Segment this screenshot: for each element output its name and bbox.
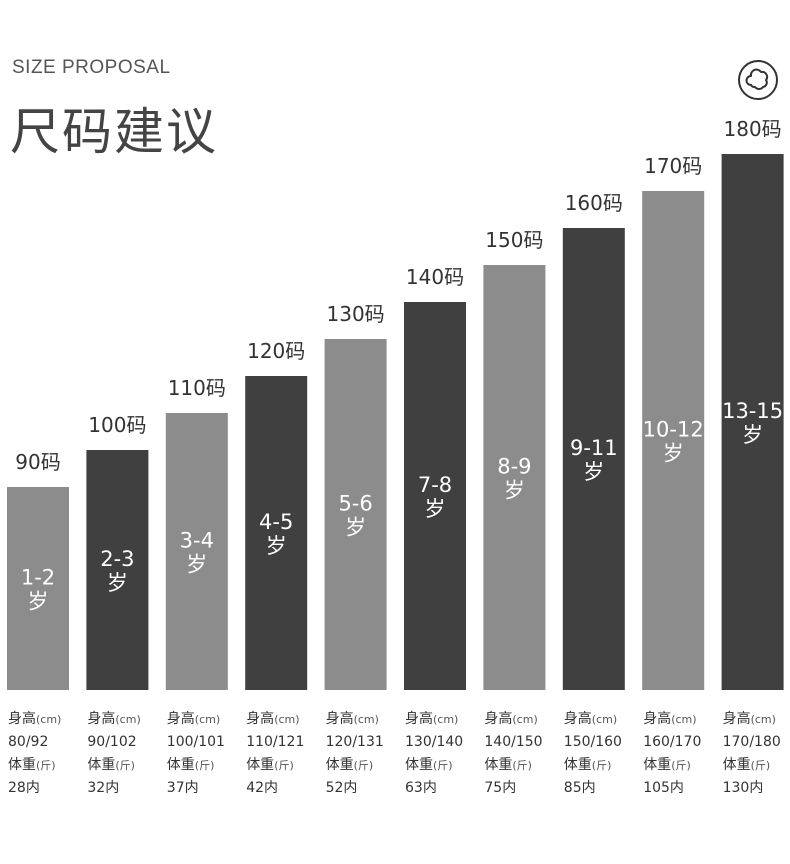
bar-150码 xyxy=(483,265,546,690)
weight-label: 体重(斤) xyxy=(405,757,453,773)
bar-110码 xyxy=(165,413,228,690)
size-label: 170码 xyxy=(644,154,702,178)
info-column: 身高(cm) 120/131 体重(斤) 52内 xyxy=(326,708,406,800)
size-label: 180码 xyxy=(724,117,782,141)
bar-180码 xyxy=(721,154,784,690)
age-range-label: 4-5 xyxy=(259,510,293,534)
weight-label: 体重(斤) xyxy=(87,757,135,773)
age-unit-label: 岁 xyxy=(266,534,287,558)
info-column: 身高(cm) 140/150 体重(斤) 75内 xyxy=(484,708,564,800)
bar-160码 xyxy=(562,228,625,690)
age-unit-label: 岁 xyxy=(742,423,763,447)
age-unit-label: 岁 xyxy=(663,442,684,466)
weight-value: 32内 xyxy=(87,780,120,796)
size-label: 130码 xyxy=(327,302,385,326)
age-range-label: 9-11 xyxy=(570,436,618,460)
size-label: 100码 xyxy=(88,413,146,437)
height-label: 身高(cm) xyxy=(166,711,221,727)
weight-value: 63内 xyxy=(405,780,437,796)
weight-label: 体重(斤) xyxy=(722,757,771,773)
weight-value: 75内 xyxy=(484,780,517,796)
page-subtitle: SIZE PROPOSAL xyxy=(12,57,171,78)
info-column: 身高(cm) 150/160 体重(斤) 85内 xyxy=(564,708,644,800)
size-label: 120码 xyxy=(247,339,305,363)
height-label: 身高(cm) xyxy=(563,711,618,727)
age-range-label: 1-2 xyxy=(21,566,55,590)
height-label: 身高(cm) xyxy=(643,711,697,727)
weight-value: 85内 xyxy=(563,780,596,796)
height-value: 80/92 xyxy=(8,734,49,750)
weight-value: 42内 xyxy=(246,780,279,796)
weight-label: 体重(斤) xyxy=(563,757,612,773)
height-value: 170/180 xyxy=(722,734,781,750)
height-label: 身高(cm) xyxy=(405,711,459,727)
height-value: 110/121 xyxy=(246,734,305,750)
info-column: 身高(cm) 110/121 体重(斤) 42内 xyxy=(246,708,326,800)
height-label: 身高(cm) xyxy=(484,711,538,727)
bar-170码 xyxy=(642,191,705,690)
age-range-label: 5-6 xyxy=(338,492,372,516)
info-column: 身高(cm) 130/140 体重(斤) 63内 xyxy=(405,708,485,800)
height-label: 身高(cm) xyxy=(8,711,62,727)
bar-90码 xyxy=(7,487,69,690)
info-column: 身高(cm) 100/101 体重(斤) 37内 xyxy=(167,708,247,800)
height-value: 160/170 xyxy=(643,734,702,750)
info-column: 身高(cm) 80/92 体重(斤) 28内 xyxy=(8,708,88,800)
age-range-label: 3-4 xyxy=(180,529,214,553)
weight-label: 体重(斤) xyxy=(325,757,374,773)
size-label: 140码 xyxy=(406,265,464,289)
age-range-label: 13-15 xyxy=(722,399,783,423)
age-range-label: 2-3 xyxy=(100,547,134,571)
bar-100码 xyxy=(86,450,149,690)
age-unit-label: 岁 xyxy=(504,479,525,503)
height-label: 身高(cm) xyxy=(722,711,776,727)
age-range-label: 10-12 xyxy=(643,418,704,442)
age-unit-label: 岁 xyxy=(345,516,366,540)
size-label: 90码 xyxy=(15,450,60,474)
height-value: 120/131 xyxy=(325,734,384,750)
bar-120码 xyxy=(245,376,308,690)
age-range-label: 8-9 xyxy=(497,455,531,479)
page-title: 尺码建议 xyxy=(10,103,218,161)
flower-cloud-icon xyxy=(738,60,778,100)
weight-value: 28内 xyxy=(8,780,40,796)
height-value: 100/101 xyxy=(166,734,225,750)
age-range-label: 7-8 xyxy=(418,473,452,497)
height-label: 身高(cm) xyxy=(325,711,379,727)
weight-value: 105内 xyxy=(643,780,684,796)
weight-label: 体重(斤) xyxy=(484,757,532,773)
bar-140码 xyxy=(404,302,466,690)
age-unit-label: 岁 xyxy=(583,460,604,484)
height-label: 身高(cm) xyxy=(246,711,300,727)
weight-value: 52内 xyxy=(325,780,358,796)
height-label: 身高(cm) xyxy=(87,711,141,727)
age-unit-label: 岁 xyxy=(186,553,207,577)
size-label: 110码 xyxy=(168,376,226,400)
height-value: 90/102 xyxy=(87,734,137,750)
weight-label: 体重(斤) xyxy=(246,757,294,773)
age-unit-label: 岁 xyxy=(107,571,128,595)
weight-label: 体重(斤) xyxy=(8,757,56,773)
info-column: 身高(cm) 90/102 体重(斤) 32内 xyxy=(87,708,167,800)
weight-value: 37内 xyxy=(166,780,199,796)
info-column: 身高(cm) 160/170 体重(斤) 105内 xyxy=(643,708,723,800)
size-label: 160码 xyxy=(565,191,623,215)
age-unit-label: 岁 xyxy=(425,497,446,521)
weight-label: 体重(斤) xyxy=(166,757,215,773)
weight-label: 体重(斤) xyxy=(643,757,691,773)
info-column: 身高(cm) 170/180 体重(斤) 130内 xyxy=(723,708,790,800)
weight-value: 130内 xyxy=(722,780,764,796)
height-value: 150/160 xyxy=(563,734,622,750)
height-value: 130/140 xyxy=(405,734,464,750)
age-unit-label: 岁 xyxy=(28,590,49,614)
bar-130码 xyxy=(324,339,387,690)
size-label: 150码 xyxy=(485,228,543,252)
height-value: 140/150 xyxy=(484,734,543,750)
